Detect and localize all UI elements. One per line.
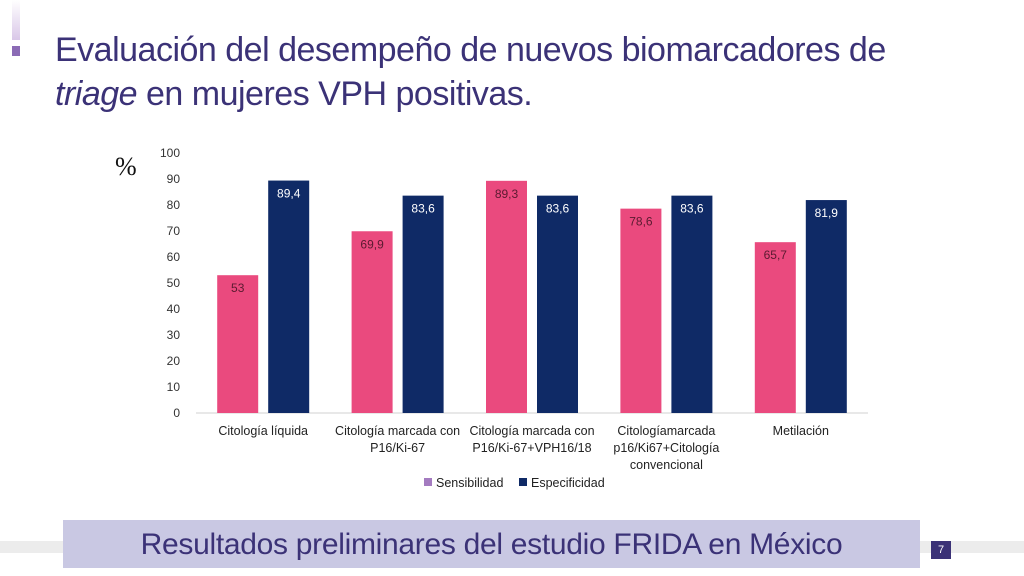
y-tick-label: 80 — [167, 198, 181, 212]
decorative-accent-bar — [12, 0, 20, 40]
title-rest-text: en mujeres VPH positivas. — [137, 75, 533, 113]
x-category-label: p16/Ki67+Citología — [613, 441, 719, 455]
bar-sensibilidad — [754, 242, 796, 413]
data-label: 69,9 — [360, 237, 384, 251]
x-category-label: Metilación — [773, 424, 829, 438]
data-label: 65,7 — [764, 248, 788, 262]
data-label: 89,3 — [495, 187, 519, 201]
slide-title: Evaluación del desempeño de nuevos bioma… — [55, 28, 995, 116]
bar-especificidad — [671, 195, 713, 413]
title-italic-text: triage — [55, 75, 138, 113]
y-tick-label: 90 — [167, 172, 181, 186]
bar-especificidad — [268, 180, 310, 413]
x-category-label: Citologíamarcada — [617, 424, 715, 438]
x-category-label: Citología marcada con — [469, 424, 594, 438]
x-category-label: Citología líquida — [218, 424, 308, 438]
data-label: 83,6 — [680, 202, 704, 216]
bar-sensibilidad — [351, 231, 393, 413]
data-label: 83,6 — [546, 202, 570, 216]
x-category-label: Citología marcada con — [335, 424, 460, 438]
y-tick-label: 30 — [167, 328, 181, 342]
x-category-label: convencional — [630, 458, 703, 472]
title-main-text: Evaluación del desempeño de nuevos bioma… — [55, 31, 886, 69]
y-tick-label: 60 — [167, 250, 181, 264]
x-category-label: P16/Ki-67+VPH16/18 — [472, 441, 591, 455]
footer-banner — [63, 520, 920, 568]
y-tick-label: 70 — [167, 224, 181, 238]
data-label: 53 — [231, 281, 245, 295]
y-tick-label: 10 — [167, 380, 181, 394]
bar-especificidad — [805, 200, 847, 413]
bar-sensibilidad — [217, 275, 259, 413]
y-tick-label: 50 — [167, 276, 181, 290]
bar-sensibilidad — [486, 180, 527, 413]
page-number: 7 — [931, 541, 951, 559]
data-label: 78,6 — [629, 215, 653, 229]
decorative-accent-block — [12, 46, 20, 56]
legend-swatch — [519, 478, 527, 486]
y-axis-unit-label: % — [115, 152, 137, 181]
y-tick-label: 20 — [167, 354, 181, 368]
footer-text: Resultados preliminares del estudio FRID… — [140, 528, 843, 561]
y-tick-label: 40 — [167, 302, 181, 316]
data-label: 89,4 — [277, 187, 301, 201]
data-label: 81,9 — [815, 206, 839, 220]
y-tick-label: 0 — [173, 406, 180, 420]
x-category-label: P16/Ki-67 — [370, 441, 425, 455]
legend-label: Especificidad — [531, 476, 605, 490]
bar-sensibilidad — [620, 208, 662, 413]
bar-especificidad — [402, 195, 444, 413]
y-tick-label: 100 — [160, 146, 180, 160]
legend-swatch — [424, 478, 432, 486]
bar-especificidad — [537, 195, 578, 413]
data-label: 83,6 — [411, 202, 435, 216]
legend-label: Sensibilidad — [436, 476, 503, 490]
